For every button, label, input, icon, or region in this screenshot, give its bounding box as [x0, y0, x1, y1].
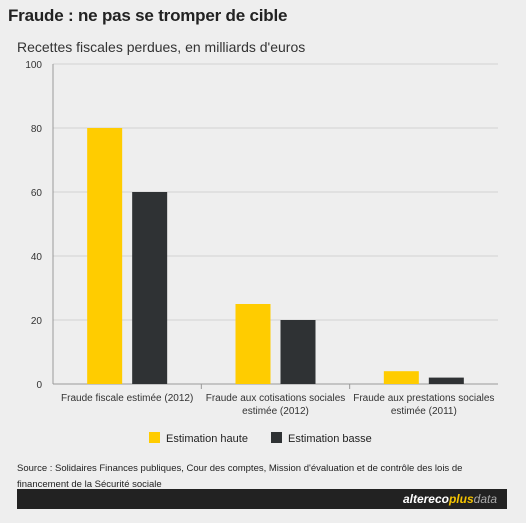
x-tick-label: Fraude fiscale estimée (2012) [61, 393, 193, 404]
chart-title: Fraude : ne pas se tromper de cible [8, 6, 288, 25]
brand-logo-part1: altereco [402, 492, 449, 506]
x-tick-label: estimée (2012) [242, 406, 309, 417]
x-tick-label: estimée (2011) [391, 406, 457, 417]
brand-logo-part2: plus [448, 492, 474, 506]
y-tick-label: 40 [31, 252, 43, 263]
y-tick-label: 80 [31, 124, 43, 135]
bar [87, 128, 123, 384]
source-note: Source : Solidaires Finances publiques, … [17, 463, 463, 490]
legend-label: Estimation haute [166, 433, 248, 445]
y-tick-label: 100 [25, 60, 42, 71]
chart-subtitle: Recettes fiscales perdues, en milliards … [17, 39, 306, 55]
legend-swatch [271, 432, 282, 443]
footer-bar: alterecoplusdata [17, 489, 507, 509]
y-tick-label: 0 [36, 380, 42, 391]
brand-logo-part3: data [473, 492, 497, 506]
bar [428, 377, 464, 384]
bar-chart: 0 20 40 60 80 100 Fraude fiscale estimée (2012… [25, 60, 498, 445]
bar [235, 304, 271, 384]
x-tick-label: Fraude aux prestations sociales [353, 393, 494, 404]
y-tick-label: 20 [31, 316, 43, 327]
brand-logo: alterecoplusdata [403, 491, 497, 507]
bar [132, 192, 168, 384]
x-tick-label: Fraude aux cotisations sociales [206, 393, 346, 404]
bar [280, 320, 316, 384]
y-tick-label: 60 [31, 188, 43, 199]
legend-swatch [149, 432, 160, 443]
bar [383, 371, 419, 384]
legend-label: Estimation basse [288, 433, 372, 445]
